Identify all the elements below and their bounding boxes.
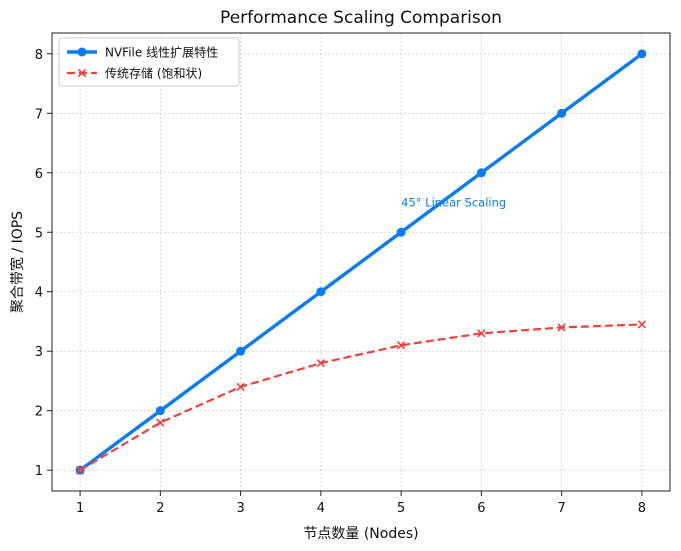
legend-item-2: 传统存储 (饱和状) (67, 66, 202, 81)
series-line (79, 52, 643, 472)
y-tick-label: 2 (35, 405, 43, 420)
y-tick-label: 5 (35, 226, 43, 241)
series (75, 49, 647, 475)
data-point (75, 466, 85, 475)
legend-marker (77, 47, 87, 57)
data-point-stroke (236, 382, 245, 392)
data-point (477, 329, 486, 338)
x-tick-label: 3 (236, 501, 244, 516)
x-axis-label: 节点数量 (Nodes) (303, 526, 418, 542)
data-point (236, 382, 245, 392)
y-tick-label: 4 (35, 286, 43, 301)
x-tick-label: 7 (558, 501, 566, 516)
y-tick-label: 6 (35, 167, 43, 182)
y-tick-label: 1 (35, 464, 43, 479)
data-point (557, 323, 566, 332)
data-point (396, 227, 406, 237)
data-point-stroke (316, 358, 326, 368)
series-1 (75, 49, 647, 475)
y-tick-label: 3 (35, 345, 43, 360)
data-point (316, 358, 326, 368)
legend-label: NVFile 线性扩展特性 (105, 45, 218, 60)
data-point-stroke (396, 341, 406, 350)
y-axis-label: 聚合带宽 / IOPS (9, 211, 26, 313)
axis-ticks: 1 2 3 4 5 6 7 8 1 2 3 4 5 6 7 8 (35, 48, 646, 516)
data-point (476, 168, 486, 178)
x-tick-label: 5 (397, 501, 405, 516)
data-point-stroke (75, 466, 85, 475)
y-tick-label: 8 (35, 48, 43, 63)
series-line (79, 323, 642, 472)
x-tick-label: 6 (477, 501, 485, 516)
x-tick-label: 8 (638, 501, 646, 516)
data-point (637, 49, 647, 59)
data-point (557, 108, 567, 118)
data-point (156, 418, 165, 427)
grid (52, 33, 670, 491)
data-point (155, 406, 165, 416)
series-2 (75, 320, 647, 475)
legend-item-1: NVFile 线性扩展特性 (67, 45, 218, 60)
plot-area-frame (51, 32, 671, 492)
data-point-stroke (637, 320, 647, 329)
legend-label: 传统存储 (饱和状) (105, 66, 202, 81)
legend-marker-stroke (77, 68, 87, 78)
x-tick-label: 4 (317, 501, 325, 516)
x-tick-label: 1 (76, 501, 84, 516)
data-point (396, 341, 406, 350)
data-point (316, 287, 326, 297)
annotation-label: 45° Linear Scaling (401, 196, 506, 210)
data-point (637, 320, 647, 329)
x-tick-label: 2 (156, 501, 164, 516)
data-point (236, 346, 246, 356)
data-point-stroke (557, 323, 566, 332)
data-point-stroke (477, 329, 486, 338)
data-point-stroke (156, 418, 165, 427)
legend-box (58, 37, 240, 87)
y-tick-label: 7 (35, 107, 43, 122)
chart-title: Performance Scaling Comparison (220, 8, 502, 28)
legend-marker (77, 68, 87, 78)
